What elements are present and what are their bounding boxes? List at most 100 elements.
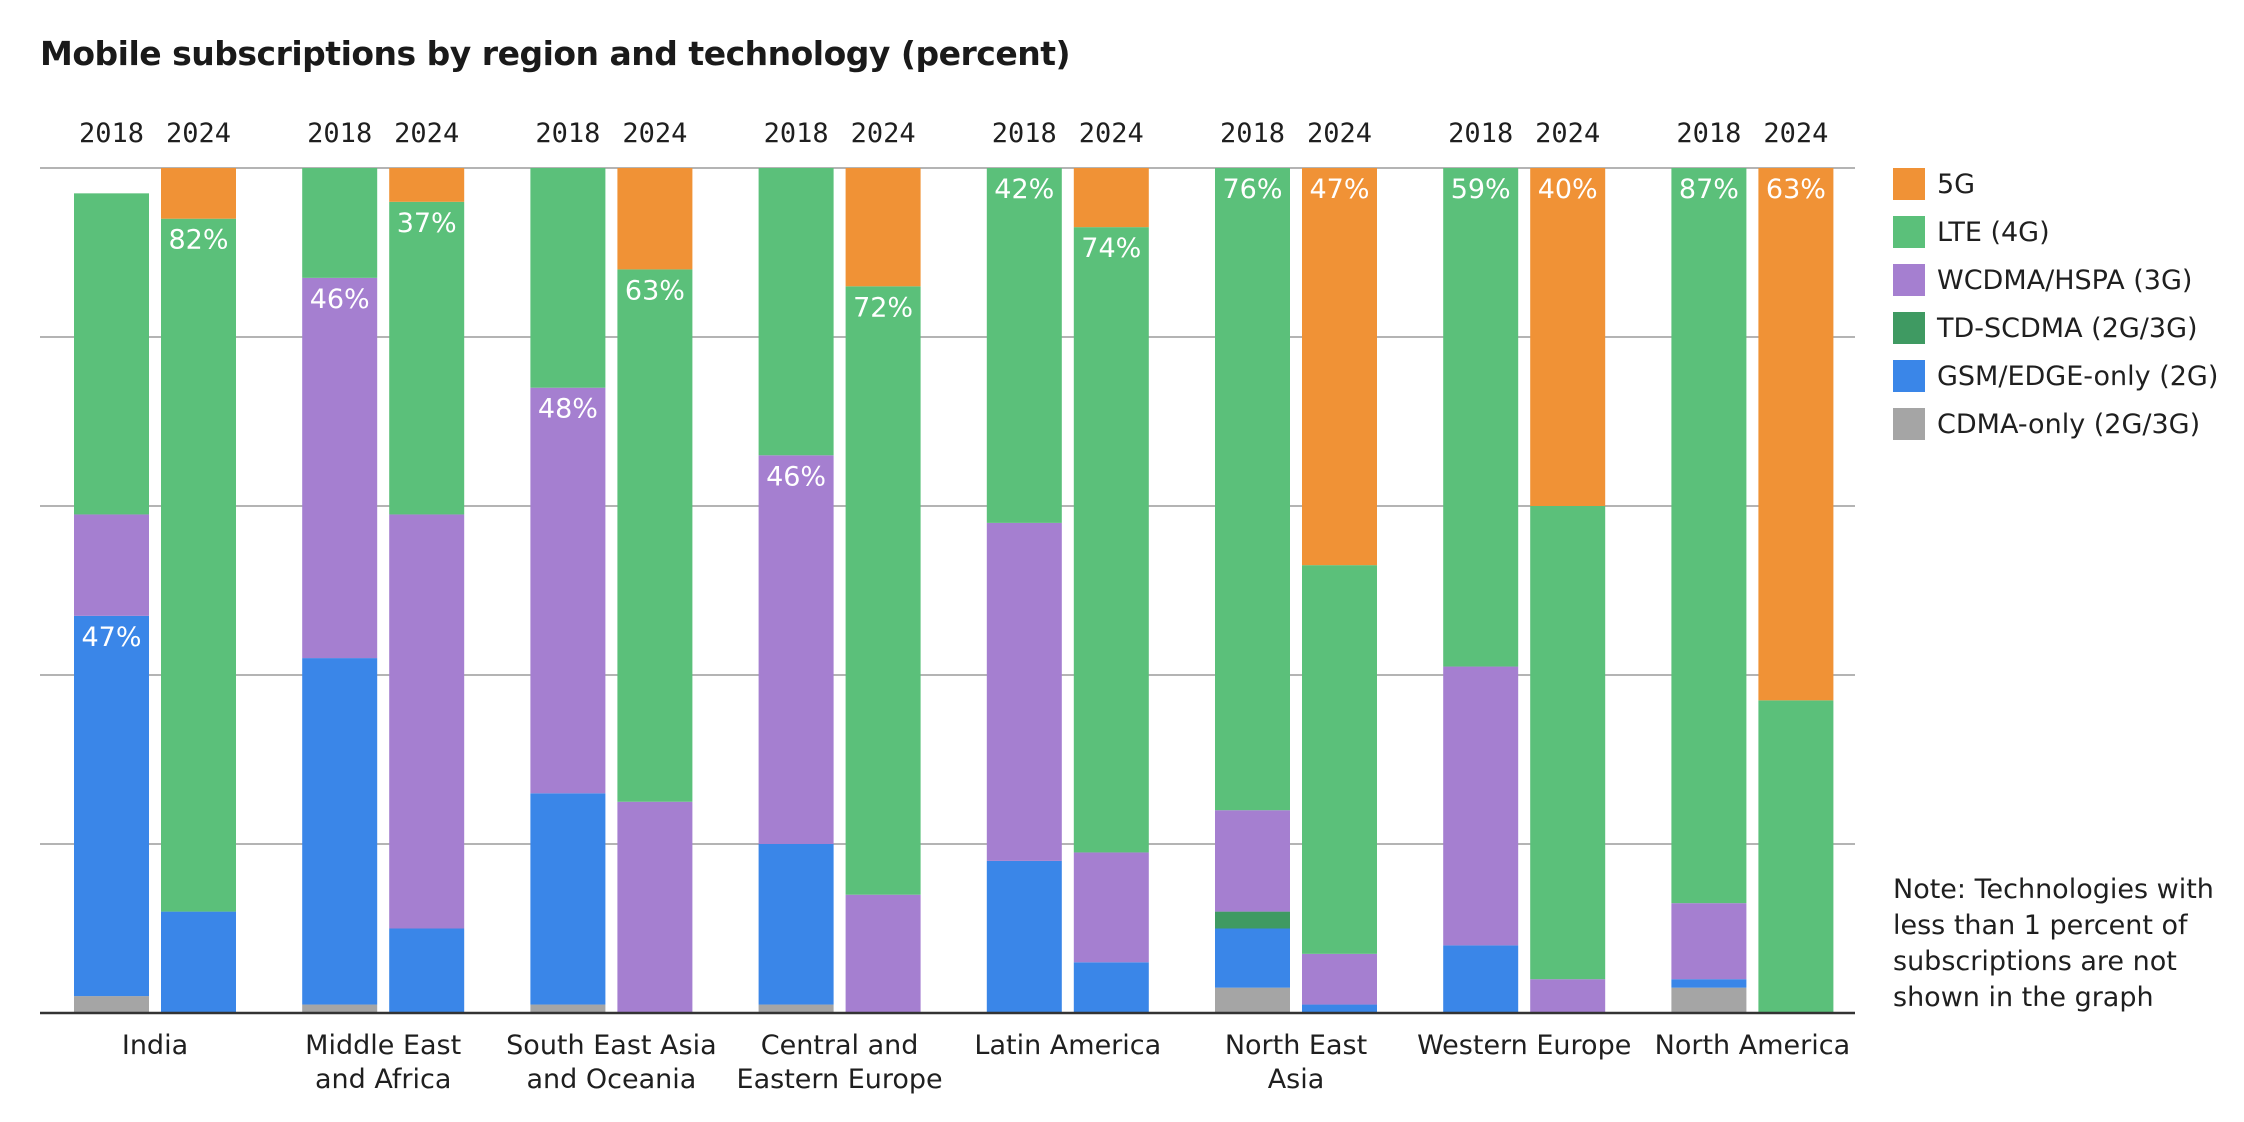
bar-segment (74, 193, 149, 515)
bar-segment (758, 455, 834, 844)
bar-segment (161, 168, 236, 219)
bar-segment (389, 514, 465, 929)
bar-segment (1302, 168, 1377, 566)
bar-segment (74, 514, 149, 616)
region-label: Western Europe (1417, 1030, 1631, 1061)
bar-segment (617, 801, 693, 1013)
legend-label: GSM/EDGE-only (2G) (1937, 360, 2219, 392)
bar-segment (845, 894, 921, 1013)
year-label: 2018 (79, 118, 144, 149)
bar-segment (161, 911, 236, 1013)
bar-segment (1671, 168, 1747, 904)
bar-segment (1530, 979, 1606, 1013)
bar-segment (1443, 945, 1519, 1013)
region-label: Asia (1268, 1064, 1325, 1095)
data-label: 76% (1222, 174, 1282, 205)
region-label: Central and (761, 1030, 919, 1061)
bar-segment (1073, 852, 1149, 963)
legend-swatch (1893, 168, 1925, 200)
data-label: 74% (1081, 233, 1141, 264)
legend-label: WCDMA/HSPA (3G) (1937, 264, 2193, 296)
legend-label: TD-SCDMA (2G/3G) (1937, 312, 2198, 344)
data-label: 46% (766, 461, 826, 492)
year-label: 2024 (166, 118, 231, 149)
bar-segment (758, 844, 834, 1005)
bar-segment (302, 168, 378, 278)
legend-item: CDMA-only (2G/3G) (1893, 400, 2218, 448)
data-label: 63% (1766, 174, 1826, 205)
bar-segment (389, 201, 465, 515)
legend-label: LTE (4G) (1937, 216, 2050, 248)
data-label: 82% (168, 225, 228, 256)
year-label: 2024 (1763, 118, 1828, 149)
chart-title: Mobile subscriptions by region and techn… (40, 34, 1071, 73)
region-label: Eastern Europe (737, 1064, 943, 1095)
year-label: 2018 (992, 118, 1057, 149)
bar-segment (74, 615, 149, 997)
legend-swatch (1893, 216, 1925, 248)
bar-segment (1215, 168, 1290, 811)
bar-segment (845, 168, 921, 287)
bar-segment (302, 658, 378, 1005)
year-label: 2018 (764, 118, 829, 149)
bar-segment (617, 269, 693, 802)
bar-segment (986, 522, 1062, 861)
region-label: Middle East (305, 1030, 461, 1061)
bar-segment (1758, 700, 1834, 1013)
data-label: 47% (81, 622, 141, 653)
region-label: South East Asia (506, 1030, 716, 1061)
bar-segment (1530, 168, 1606, 506)
bar-segment (1443, 168, 1519, 667)
bar-segment (1671, 987, 1747, 1013)
year-label: 2018 (1448, 118, 1513, 149)
bar-segment (1215, 810, 1290, 912)
region-label: India (122, 1030, 188, 1061)
bar-segment (1215, 928, 1290, 988)
data-label: 87% (1679, 174, 1739, 205)
bar-segment (1443, 666, 1519, 946)
bar-segment (1073, 962, 1149, 1013)
chart-note: Note: Technologies with less than 1 perc… (1893, 874, 2214, 1013)
bar-segment (1530, 506, 1606, 980)
bars (74, 168, 1834, 1013)
bar-segment (1215, 987, 1290, 1013)
data-label: 46% (310, 284, 370, 315)
stacked-bar-chart: 47% 82% 46% 37% 48% 63% 46% 72% 42% 74% 76% 47% 59% 4… (40, 118, 1855, 1095)
legend-label: CDMA-only (2G/3G) (1937, 408, 2201, 440)
year-label: 2018 (307, 118, 372, 149)
data-label: 48% (538, 394, 598, 425)
year-label: 2024 (1535, 118, 1600, 149)
region-label: and Africa (315, 1064, 451, 1095)
year-label: 2018 (535, 118, 600, 149)
bar-segment (1073, 168, 1149, 228)
year-label: 2024 (1307, 118, 1372, 149)
bar-segment (530, 1004, 606, 1013)
data-label: 59% (1451, 174, 1511, 205)
year-label: 2024 (851, 118, 916, 149)
data-label: 40% (1538, 174, 1598, 205)
data-label: 37% (397, 208, 457, 239)
bar-segment (1302, 1004, 1377, 1013)
legend-item: LTE (4G) (1893, 208, 2218, 256)
bar-segment (389, 928, 465, 1013)
region-label: North America (1655, 1030, 1850, 1061)
year-label: 2024 (622, 118, 687, 149)
region-label: and Oceania (527, 1064, 697, 1095)
bar-segment (1758, 168, 1834, 701)
region-label: Latin America (974, 1030, 1161, 1061)
legend-swatch (1893, 408, 1925, 440)
year-label: 2024 (394, 118, 459, 149)
bar-segment (1671, 979, 1747, 988)
legend-label: 5G (1937, 168, 1976, 200)
bar-segment (530, 793, 606, 1005)
year-labels: 2018 2024 2018 2024 2018 2024 2018 2024 2018 2024… (79, 118, 1828, 149)
bar-segment (845, 286, 921, 895)
bar-segment (986, 860, 1062, 1013)
bar-segment (1302, 953, 1377, 1005)
bar-segment (758, 1004, 834, 1013)
bar-segment (986, 168, 1062, 523)
legend-swatch (1893, 264, 1925, 296)
legend: 5G LTE (4G) WCDMA/HSPA (3G) TD-SCDMA (2G/3G… (1893, 160, 2218, 448)
legend-item: GSM/EDGE-only (2G) (1893, 352, 2218, 400)
legend-item: 5G (1893, 160, 2218, 208)
